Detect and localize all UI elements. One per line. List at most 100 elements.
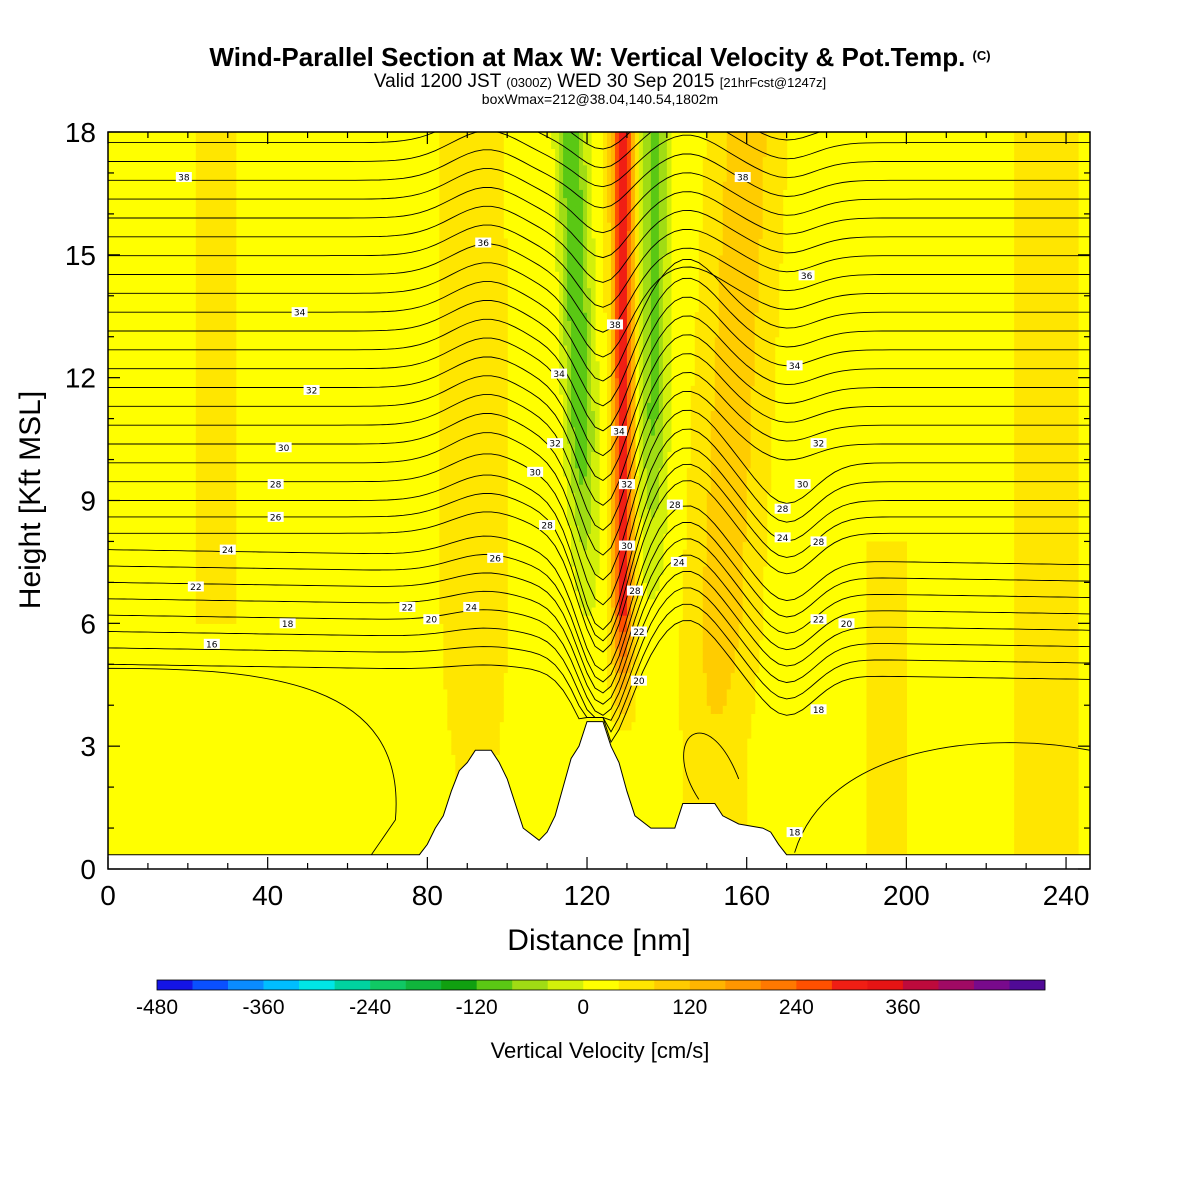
velocity-cell (219, 271, 225, 280)
velocity-cell (475, 697, 480, 706)
velocity-cell (195, 475, 201, 485)
velocity-cell (710, 590, 716, 600)
velocity-cell (215, 230, 221, 240)
velocity-cell (231, 254, 237, 264)
velocity-cell (459, 688, 464, 698)
velocity-cell (730, 230, 736, 240)
velocity-cell (694, 705, 700, 715)
velocity-cell (459, 230, 464, 240)
velocity-cell (606, 361, 612, 371)
velocity-cell (495, 271, 500, 280)
velocity-cell (219, 574, 225, 583)
velocity-cell (451, 492, 456, 502)
velocity-cell (195, 492, 201, 502)
velocity-cell (463, 729, 468, 739)
velocity-cell (579, 394, 584, 403)
velocity-cell (742, 189, 748, 199)
velocity-cell (638, 361, 644, 371)
velocity-cell (207, 353, 213, 362)
velocity-cell (467, 484, 472, 493)
velocity-cell (666, 303, 672, 313)
velocity-cell (447, 254, 452, 264)
velocity-cell (610, 615, 616, 624)
velocity-cell (207, 254, 213, 264)
velocity-cell (714, 778, 720, 788)
velocity-cell (638, 459, 644, 469)
velocity-cell (491, 320, 496, 330)
velocity-cell (742, 279, 748, 289)
velocity-cell (614, 344, 620, 354)
velocity-cell (591, 410, 596, 420)
velocity-cell (463, 181, 468, 190)
velocity-cell (658, 303, 664, 313)
velocity-cell (211, 541, 217, 551)
velocity-cell (630, 377, 636, 387)
velocity-cell (567, 369, 572, 379)
velocity-cell (475, 508, 480, 518)
velocity-cell (702, 590, 708, 600)
velocity-cell (595, 451, 600, 461)
velocity-cell (223, 189, 229, 199)
velocity-cell (738, 680, 744, 690)
velocity-cell (487, 369, 492, 379)
velocity-cell (646, 533, 652, 543)
velocity-cell (503, 320, 508, 330)
velocity-cell (618, 697, 624, 706)
velocity-cell (195, 598, 201, 608)
velocity-cell (475, 500, 480, 510)
velocity-cell (559, 377, 564, 387)
velocity-cell (575, 271, 580, 280)
velocity-cell (591, 328, 596, 338)
velocity-cell (722, 434, 728, 444)
velocity-cell (750, 263, 756, 272)
velocity-cell (738, 795, 744, 805)
velocity-cell (471, 688, 476, 698)
velocity-cell (211, 426, 217, 436)
velocity-cell (471, 148, 476, 158)
velocity-cell (231, 205, 237, 215)
velocity-cell (455, 492, 460, 502)
velocity-cell (658, 189, 664, 199)
velocity-cell (642, 402, 648, 412)
velocity-cell (750, 353, 756, 362)
velocity-cell (734, 222, 740, 231)
velocity-cell (750, 680, 756, 690)
velocity-cell (567, 181, 572, 190)
velocity-cell (750, 688, 756, 698)
velocity-cell (662, 238, 668, 248)
velocity-cell (646, 287, 652, 297)
velocity-cell (634, 320, 640, 330)
velocity-cell (694, 566, 700, 575)
velocity-cell (487, 246, 492, 256)
velocity-cell (746, 156, 752, 166)
velocity-cell (471, 271, 476, 280)
velocity-cell (630, 549, 636, 559)
velocity-cell (658, 287, 664, 297)
velocity-cell (207, 426, 213, 436)
velocity-cell (626, 271, 632, 280)
velocity-cell (447, 606, 452, 616)
velocity-cell (710, 778, 716, 788)
velocity-cell (610, 418, 616, 428)
velocity-cell (579, 361, 584, 371)
velocity-cell (459, 377, 464, 387)
velocity-cell (439, 574, 444, 583)
velocity-cell (455, 263, 460, 272)
velocity-cell (666, 148, 672, 158)
velocity-cell (227, 574, 233, 583)
velocity-cell (646, 377, 652, 387)
velocity-cell (227, 475, 233, 485)
velocity-cell (487, 525, 492, 534)
velocity-cell (503, 656, 508, 665)
velocity-cell (499, 263, 504, 272)
velocity-cell (726, 737, 732, 747)
velocity-cell (710, 795, 716, 805)
velocity-cell (475, 295, 480, 305)
velocity-cell (495, 418, 500, 428)
velocity-cell (459, 238, 464, 248)
velocity-cell (614, 525, 620, 534)
velocity-cell (722, 647, 728, 657)
velocity-cell (714, 533, 720, 543)
velocity-cell (583, 279, 588, 289)
velocity-cell (658, 549, 664, 559)
